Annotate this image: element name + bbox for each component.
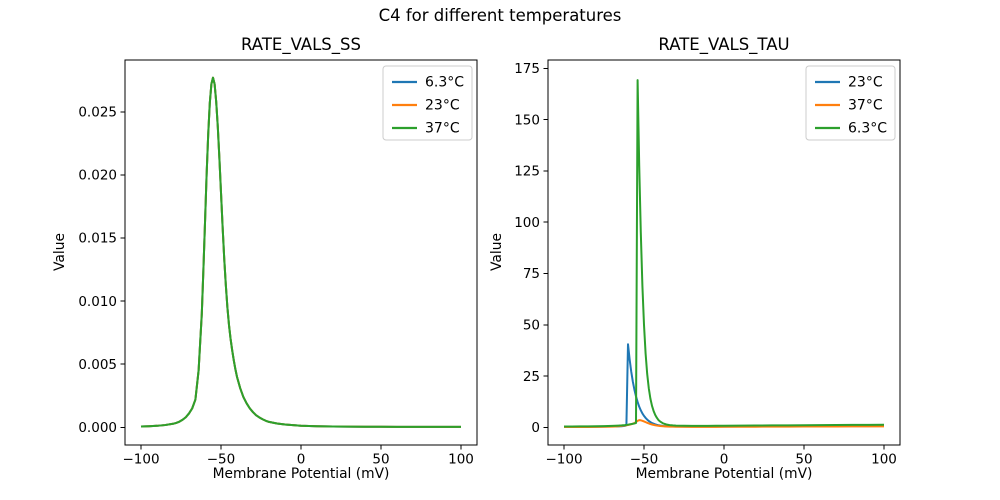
y-tick-label: 0.025 — [78, 104, 117, 120]
subplot-tau-xaxis-label: Membrane Potential (mV) — [635, 466, 813, 482]
figure-suptitle: C4 for different temperatures — [378, 6, 622, 25]
x-tick-label: 100 — [871, 452, 897, 468]
y-tick-label: 0.000 — [78, 420, 117, 436]
legend-label: 6.3°C — [848, 121, 887, 137]
x-tick-label: 100 — [448, 452, 474, 468]
series-line-6.3°C — [563, 79, 885, 428]
x-tick-label: −100 — [545, 452, 582, 468]
y-tick-label: 175 — [514, 61, 540, 77]
x-tick-label: −50 — [630, 452, 659, 468]
subplot-tau-title: RATE_VALS_TAU — [658, 35, 790, 54]
legend-label: 23°C — [848, 75, 883, 91]
subplot-rate-vals-tau: −100 −50 0 50 100 0 25 50 75 100 125 150 175 23°C 37°C… — [514, 59, 901, 468]
y-tick-label: 0.005 — [78, 357, 117, 373]
y-tick-label: 0.015 — [78, 231, 117, 247]
legend-label: 6.3°C — [425, 75, 464, 91]
y-tick-label: 25 — [523, 369, 540, 385]
y-tick-label: 0.010 — [78, 294, 117, 310]
y-tick-label: 0.020 — [78, 168, 117, 184]
series-line-23°C — [563, 343, 885, 428]
subplot-ss-xaxis-label: Membrane Potential (mV) — [212, 466, 390, 482]
legend-label: 37°C — [848, 98, 883, 114]
x-tick-label: −100 — [122, 452, 159, 468]
legend-label: 37°C — [425, 121, 460, 137]
x-tick-label: −50 — [207, 452, 236, 468]
legend-box — [382, 65, 473, 141]
subplot-ss-title: RATE_VALS_SS — [241, 35, 361, 54]
y-tick-label: 150 — [514, 112, 540, 128]
legend-box — [805, 65, 896, 141]
y-tick-label: 50 — [523, 318, 540, 334]
x-tick-label: 0 — [297, 452, 306, 468]
subplot-ss-yaxis-label: Value — [52, 233, 68, 271]
subplot-tau-yaxis-label: Value — [489, 233, 505, 271]
x-tick-label: 0 — [720, 452, 729, 468]
y-tick-label: 125 — [514, 164, 540, 180]
x-tick-label: 50 — [372, 452, 389, 468]
y-tick-label: 0 — [531, 420, 540, 436]
legend-label: 23°C — [425, 98, 460, 114]
subplot-rate-vals-ss: −100 −50 0 50 100 0.000 0.005 0.010 0.015 0.020 0.… — [78, 59, 478, 468]
y-tick-label: 75 — [523, 266, 540, 282]
x-tick-label: 50 — [795, 452, 812, 468]
series-line-37°C — [140, 76, 461, 428]
y-tick-label: 100 — [514, 215, 540, 231]
